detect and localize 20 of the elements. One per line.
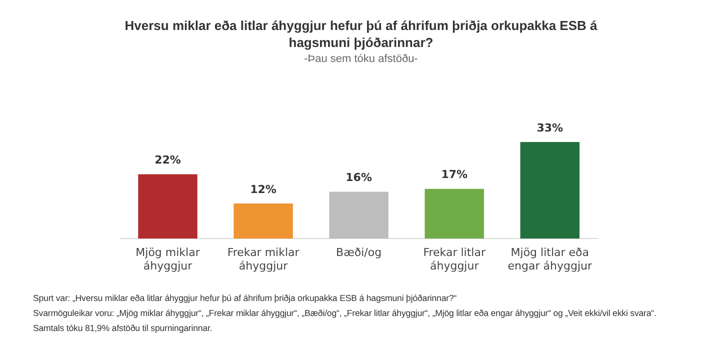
x-tick-label: Frekar miklar áhyggjur	[227, 246, 300, 272]
data-label: 22%	[154, 154, 181, 167]
data-label: 33%	[536, 121, 564, 134]
chart-subtitle: -Þau sem tóku afstöðu-	[303, 53, 419, 65]
x-tick-label: Mjög litlar eða engar áhyggjur	[508, 246, 592, 272]
chart-title: Hversu miklar eða litlar áhyggjur hefur þú af áhrifum þriðja orkupakka ESB á hagsmuni þjóðarinnar?	[124, 17, 598, 51]
bar	[520, 142, 580, 239]
data-label: 17%	[441, 168, 468, 182]
text: Svarmöguleikar voru: „Mjög miklar áhyggjur“, „Frekar miklar áhyggjur“, „Bæði/og“, „Frekar litlar áhyggjur“, „Mjög litlar eða engar áhyggjur“ og „Veit ekki/vil ekki svara“.	[33, 307, 658, 320]
data-label: 16%	[346, 171, 372, 184]
x-tick-label: Mjög miklar áhyggjur	[136, 246, 200, 272]
x-tick-label: Frekar litlar áhyggjur	[423, 246, 486, 272]
bar	[329, 192, 388, 239]
data-label: 12%	[250, 182, 276, 196]
text: Spurt var: „Hversu miklar eða litlar áhyggjur hefur þú af áhrifum þriðja orkupakka ESB á hagsmuni þjóðarinnar?“	[33, 292, 458, 305]
bar	[234, 203, 293, 239]
bar	[138, 174, 198, 239]
bar	[424, 188, 484, 239]
text: Samtals tóku 81,9% afstöðu til spurningarinnar.	[33, 322, 214, 335]
x-tick-label: Bæði/og	[336, 246, 382, 260]
